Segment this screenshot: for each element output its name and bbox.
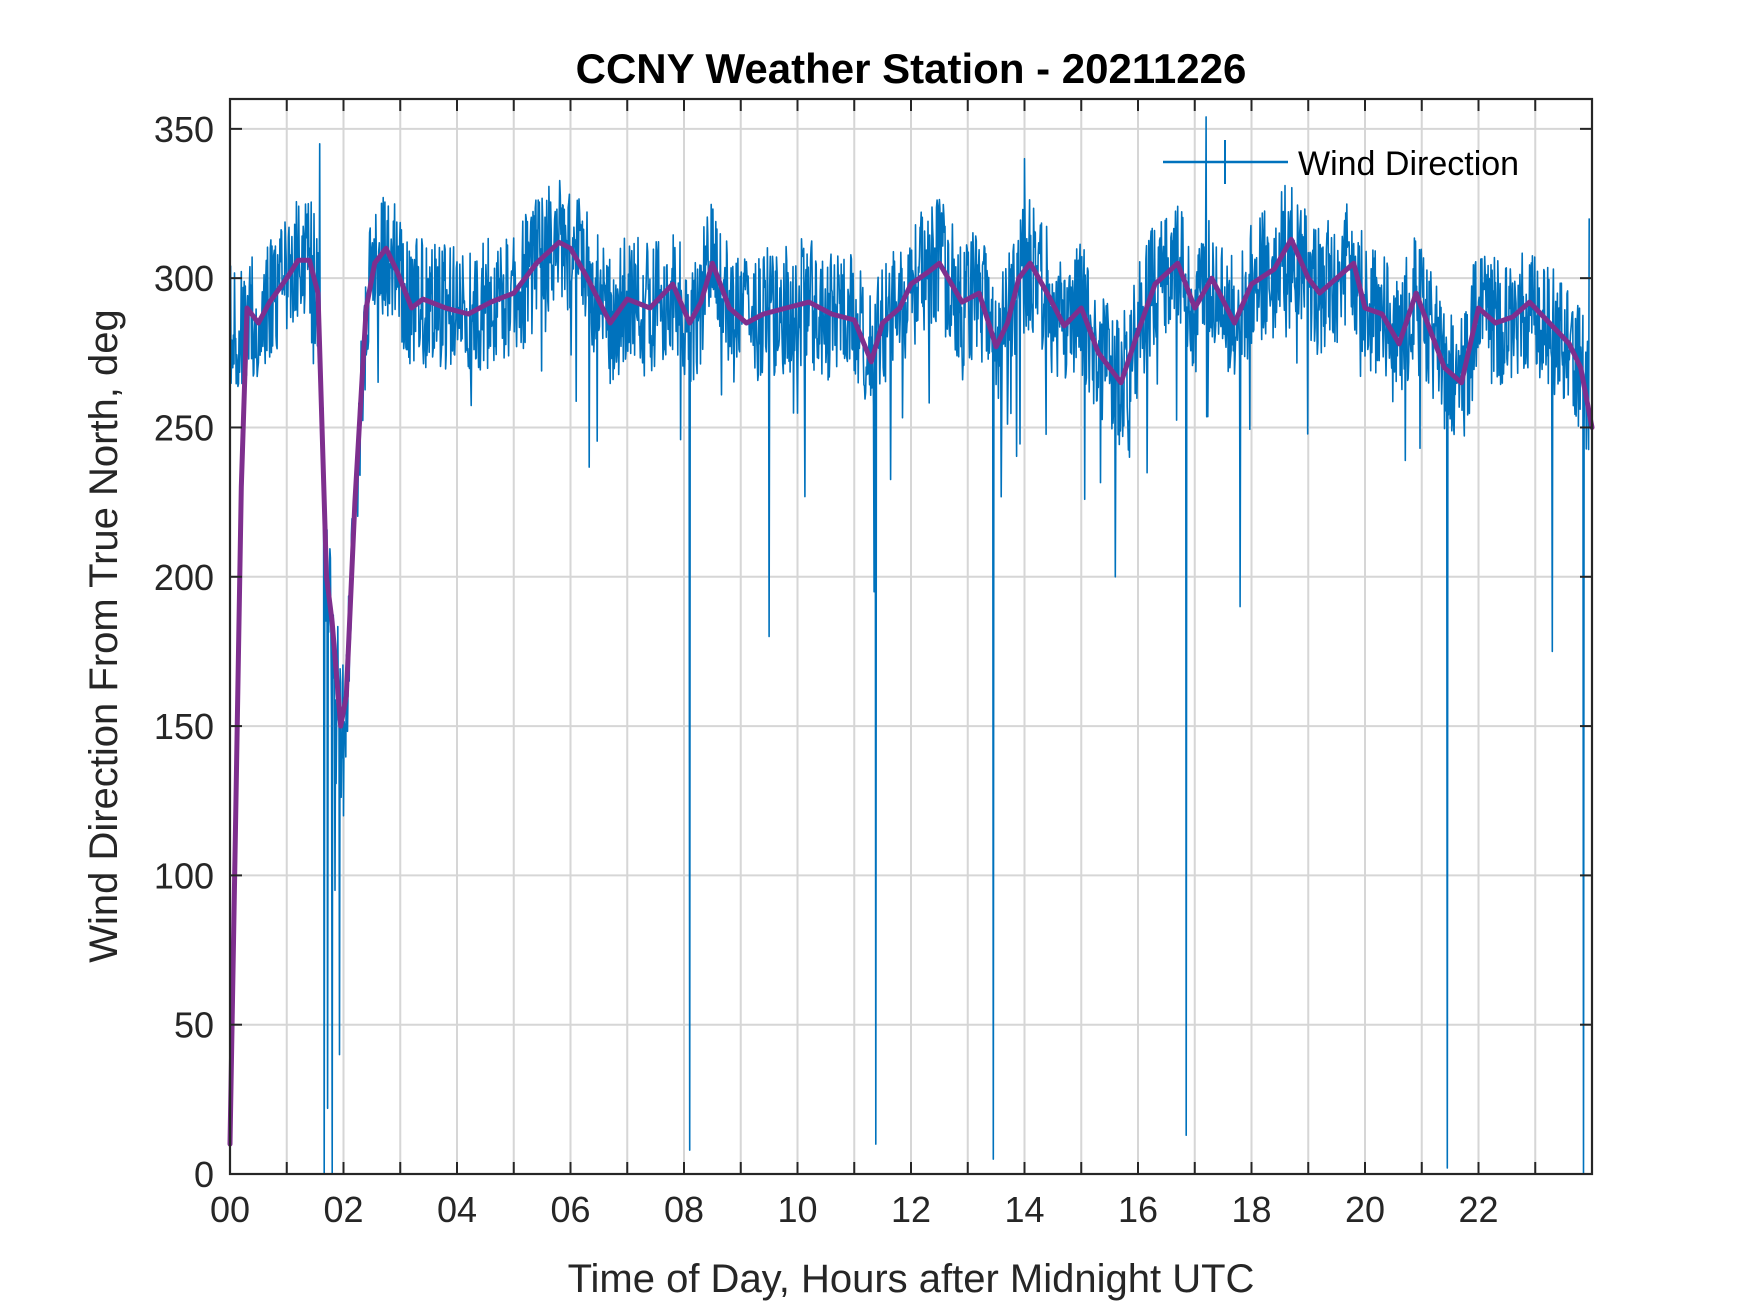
y-tick-label: 300 (154, 258, 214, 299)
x-tick-label: 02 (323, 1189, 363, 1230)
x-tick-label: 22 (1458, 1189, 1498, 1230)
x-axis-label: Time of Day, Hours after Midnight UTC (568, 1257, 1255, 1301)
x-tick-label: 04 (437, 1189, 477, 1230)
x-tick-label: 08 (664, 1189, 704, 1230)
y-tick-label: 350 (154, 109, 214, 150)
series-running-average-line (227, 236, 1595, 1147)
y-tick-label: 200 (154, 557, 214, 598)
label-layer: 00 02 04 06 08 10 12 14 16 18 20 22 0 50 100 150 200 250 3… (154, 109, 1499, 1230)
x-tick-label: 14 (1004, 1189, 1044, 1230)
x-tick-label: 16 (1118, 1189, 1158, 1230)
x-tick-label: 00 (210, 1189, 250, 1230)
y-tick-label: 0 (194, 1154, 214, 1195)
y-axis-label: Wind Direction From True North, deg (82, 309, 126, 963)
legend-label-wind-direction: Wind Direction (1298, 145, 1519, 183)
x-tick-label: 18 (1231, 1189, 1271, 1230)
y-tick-label: 150 (154, 706, 214, 747)
tick-layer (230, 99, 1592, 1175)
x-tick-label: 10 (777, 1189, 817, 1230)
y-tick-label: 250 (154, 407, 214, 448)
legend: Wind Direction (1163, 140, 1519, 184)
chart-title: CCNY Weather Station - 20211226 (576, 45, 1247, 92)
y-tick-label: 100 (154, 855, 214, 896)
y-tick-label: 50 (174, 1005, 214, 1046)
data-layer (227, 116, 1595, 1175)
x-tick-label: 06 (550, 1189, 590, 1230)
x-tick-label: 20 (1345, 1189, 1385, 1230)
x-tick-label: 12 (891, 1189, 931, 1230)
series-wind-direction-line (229, 116, 1590, 1175)
